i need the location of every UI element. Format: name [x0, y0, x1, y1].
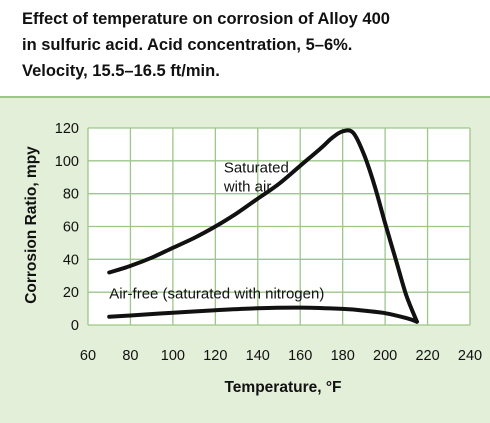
series-line-1 [107, 305, 419, 324]
annotation-1: Air-free (saturated with nitrogen) [109, 286, 324, 303]
x-tick-label: 100 [161, 348, 185, 364]
x-tick-label: 60 [80, 348, 96, 364]
data-curves [107, 128, 419, 324]
x-tick-label: 120 [203, 348, 227, 364]
y-tick-label: 0 [71, 318, 79, 334]
chart-title-line-1: Effect of temperature on corrosion of Al… [22, 10, 390, 28]
chart-annotations: Saturated with air Air-free (saturated wit… [109, 159, 324, 302]
y-axis-ticks: 0 20 40 60 80 100 120 [55, 121, 79, 334]
chart-title-line-2: in sulfuric acid. Acid concentration, 5–… [22, 36, 353, 54]
annotation-line: Saturated [224, 159, 289, 176]
annotation-line: Air-free (saturated with nitrogen) [109, 286, 324, 303]
x-tick-label: 220 [415, 348, 439, 364]
x-tick-label: 240 [458, 348, 482, 364]
y-tick-label: 60 [63, 220, 79, 236]
x-tick-label: 200 [373, 348, 397, 364]
x-axis-title: Temperature, °F [224, 379, 341, 396]
y-axis-title: Corrosion Ratio, mpy [23, 146, 40, 304]
x-axis-ticks: 60 80 100 120 140 160 180 200 220 240 [80, 348, 482, 364]
y-tick-label: 20 [63, 285, 79, 301]
y-tick-label: 120 [55, 121, 79, 137]
y-tick-label: 80 [63, 187, 79, 203]
annotation-0: Saturated with air [223, 159, 289, 195]
x-tick-label: 80 [122, 348, 138, 364]
annotation-line: with air [223, 178, 272, 195]
chart-header: Effect of temperature on corrosion of Al… [0, 0, 490, 98]
x-tick-label: 140 [246, 348, 270, 364]
chart-title-line-3: Velocity, 15.5–16.5 ft/min. [22, 62, 220, 80]
series-line-0 [107, 128, 419, 324]
y-tick-label: 100 [55, 154, 79, 170]
y-tick-label: 40 [63, 252, 79, 268]
x-tick-label: 160 [288, 348, 312, 364]
x-tick-label: 180 [331, 348, 355, 364]
